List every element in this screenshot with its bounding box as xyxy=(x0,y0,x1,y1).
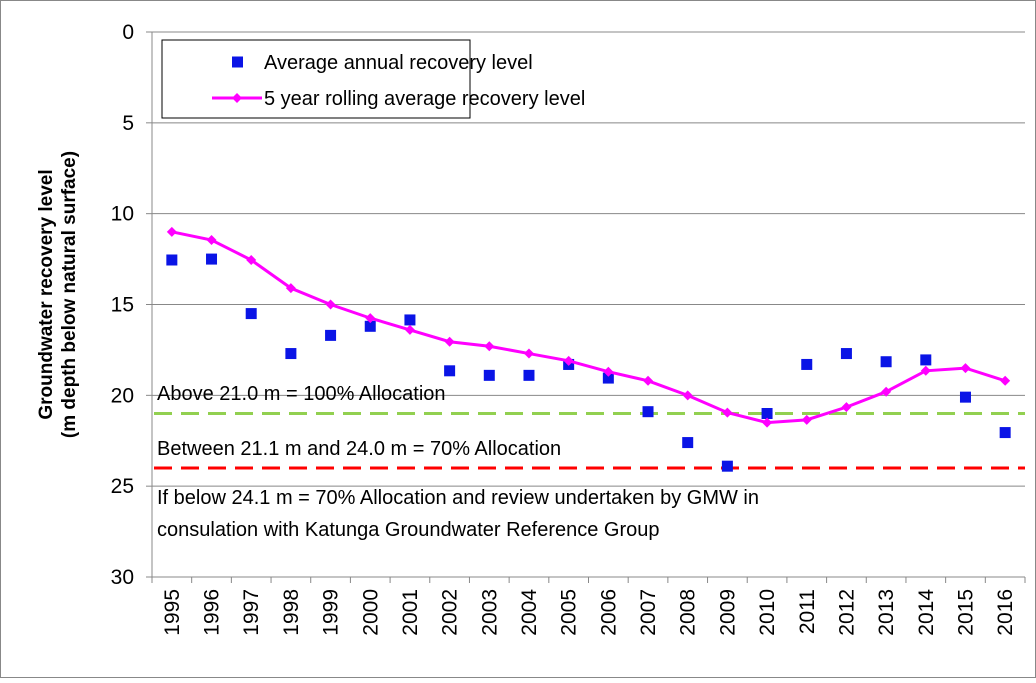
y-tick-label: 25 xyxy=(111,475,134,498)
point xyxy=(959,391,971,403)
point xyxy=(166,226,177,237)
point xyxy=(484,341,495,352)
legend-label: Average annual recovery level xyxy=(264,52,533,74)
y-tick-label: 10 xyxy=(111,203,134,226)
point xyxy=(603,366,614,377)
point xyxy=(960,363,971,374)
point xyxy=(483,369,495,381)
point xyxy=(999,427,1011,439)
y-tick-label: 15 xyxy=(111,294,134,317)
point xyxy=(722,407,733,418)
point xyxy=(523,348,534,359)
point xyxy=(444,365,456,377)
x-tick-label: 2005 xyxy=(558,589,581,636)
point xyxy=(762,417,773,428)
legend-marker xyxy=(232,93,242,103)
x-tick-label: 1995 xyxy=(161,589,184,636)
x-tick-label: 2009 xyxy=(716,589,739,636)
x-tick-label: 2012 xyxy=(835,589,858,636)
y-axis-label: (m depth below natural surface) xyxy=(59,151,80,438)
y-tick-label: 5 xyxy=(122,112,134,135)
x-tick-label: 2008 xyxy=(677,589,700,636)
point xyxy=(721,460,733,472)
point xyxy=(206,253,218,265)
x-tick-label: 2003 xyxy=(478,589,501,636)
point xyxy=(364,320,376,332)
x-tick-label: 2011 xyxy=(796,589,819,634)
point xyxy=(365,313,376,324)
point xyxy=(285,348,297,360)
point xyxy=(881,386,892,397)
point xyxy=(643,375,654,386)
point xyxy=(920,354,932,366)
point xyxy=(206,235,217,246)
point xyxy=(682,390,693,401)
point xyxy=(325,329,337,341)
point xyxy=(325,299,336,310)
point xyxy=(642,406,654,418)
point xyxy=(444,336,455,347)
series-line xyxy=(171,230,1006,425)
point xyxy=(840,348,852,360)
point xyxy=(285,283,296,294)
point xyxy=(682,437,694,449)
annotation: Between 21.1 m and 24.0 m = 70% Allocati… xyxy=(157,438,561,460)
point xyxy=(245,308,257,320)
point xyxy=(761,408,773,419)
point xyxy=(801,414,812,425)
point xyxy=(602,372,614,384)
x-tick-label: 1996 xyxy=(201,589,224,636)
point xyxy=(1000,375,1011,386)
point xyxy=(166,254,178,266)
annotation: consulation with Katunga Groundwater Ref… xyxy=(157,519,660,541)
point xyxy=(523,369,535,381)
point xyxy=(246,254,257,265)
x-tick-label: 2004 xyxy=(518,589,541,636)
point xyxy=(920,365,931,376)
x-tick-label: 2006 xyxy=(597,589,620,636)
y-tick-label: 0 xyxy=(122,21,134,44)
x-tick-label: 1999 xyxy=(320,589,343,636)
x-tick-label: 2007 xyxy=(637,589,660,636)
x-tick-label: 2015 xyxy=(954,589,977,636)
point xyxy=(404,324,415,335)
y-axis-label: Groundwater recovery level xyxy=(36,169,57,419)
legend-marker xyxy=(232,56,243,68)
annotation: Above 21.0 m = 100% Allocation xyxy=(157,383,446,405)
x-tick-label: 1998 xyxy=(280,589,303,636)
x-tick-label: 2000 xyxy=(359,589,382,636)
point xyxy=(880,356,892,368)
x-tick-label: 2002 xyxy=(439,589,462,636)
point xyxy=(841,402,852,413)
point xyxy=(404,314,416,326)
x-tick-label: 2016 xyxy=(994,589,1017,636)
x-tick-label: 2010 xyxy=(756,589,779,636)
y-tick-label: 30 xyxy=(111,566,134,589)
legend-box xyxy=(161,39,471,119)
legend-label: 5 year rolling average recovery level xyxy=(264,88,585,110)
point xyxy=(801,358,813,370)
x-tick-label: 2001 xyxy=(399,589,422,636)
annotation: If below 24.1 m = 70% Allocation and rev… xyxy=(157,487,759,509)
x-tick-label: 2013 xyxy=(875,589,898,636)
x-tick-label: 1997 xyxy=(240,589,263,636)
x-tick-label: 2014 xyxy=(915,589,938,636)
y-tick-label: 20 xyxy=(111,384,134,407)
point xyxy=(563,355,574,366)
legend: Average annual recovery level 5 year roll… xyxy=(161,39,585,119)
